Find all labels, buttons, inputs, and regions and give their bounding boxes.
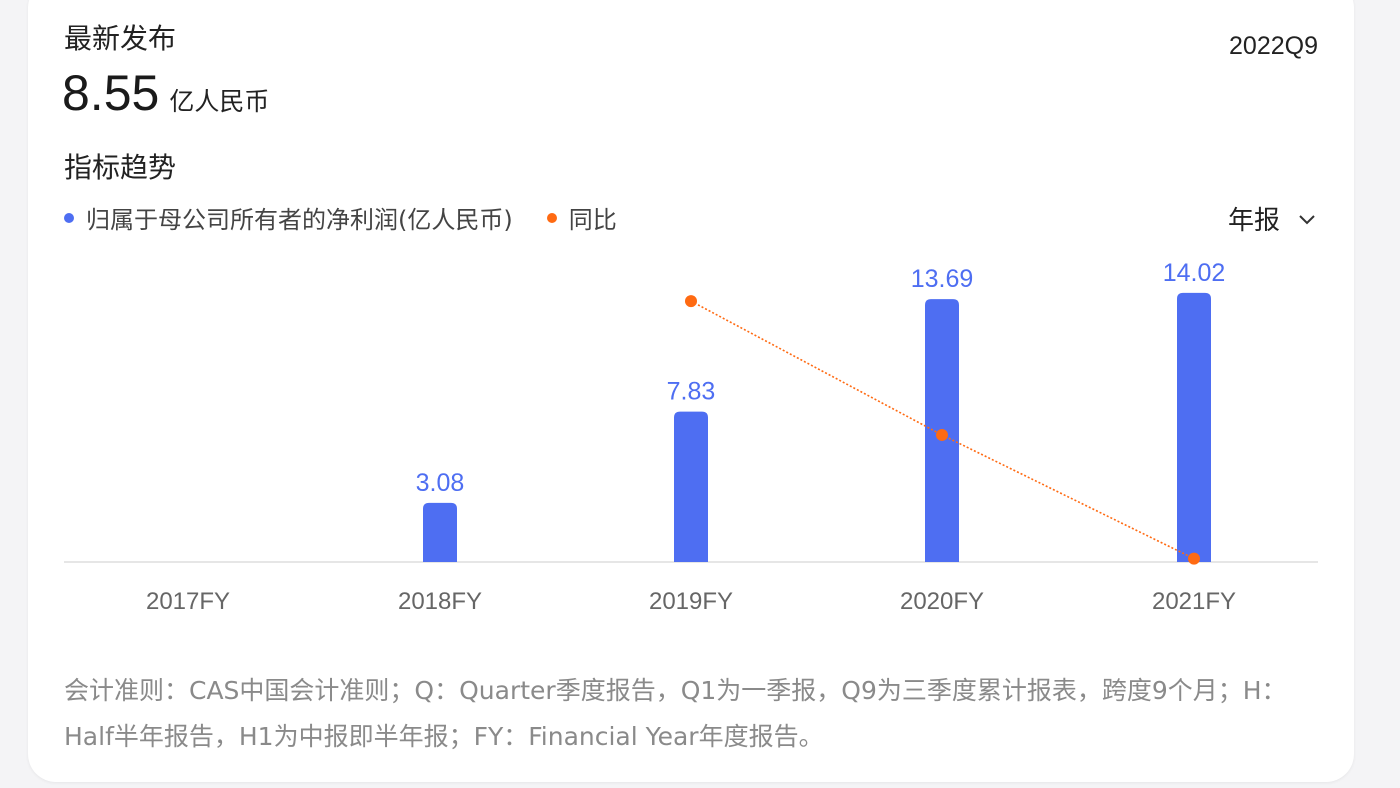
- legend-item-yoy[interactable]: 同比: [546, 200, 617, 235]
- yoy-point-2020FY[interactable]: [936, 428, 948, 441]
- report-type-selector[interactable]: 年报: [1228, 200, 1318, 237]
- bar-2021FY[interactable]: [1177, 292, 1211, 562]
- report-type-label: 年报: [1227, 206, 1280, 236]
- latest-release-label: 最新发布: [64, 22, 177, 55]
- data-label-2018FY: 3.08: [416, 469, 465, 497]
- legend-label-net-profit: 归属于母公司所有者的净利润(亿人民币): [86, 206, 513, 234]
- x-ticks-layer: 2017FY 2018FY 2019FY 2020FY 2021FY: [146, 588, 1236, 615]
- data-label-2021FY: 14.02: [1163, 259, 1226, 287]
- trend-title: 指标趋势: [64, 151, 177, 184]
- x-tick-2018FY: 2018FY: [398, 588, 482, 615]
- data-label-2020FY: 13.69: [911, 265, 974, 293]
- net-profit-chart: 3.08 7.83 13.69 14.02 2017FY 2018FY 2019FY 202…: [64, 259, 1318, 615]
- yoy-line-layer: [685, 295, 1200, 565]
- chevron-down-icon: [1299, 214, 1315, 224]
- legend-dot-line: [546, 212, 557, 223]
- accounting-footnote: 会计准则：CAS中国会计准则；Q：Quarter季度报告，Q1为一季报，Q9为三…: [64, 676, 1287, 751]
- indicator-card: [28, 0, 1354, 782]
- latest-value: 8.55: [62, 65, 160, 121]
- data-label-2019FY: 7.83: [667, 378, 716, 406]
- data-labels-layer: 3.08 7.83 13.69 14.02: [416, 259, 1226, 497]
- period-label: 2022Q9: [1229, 32, 1318, 60]
- legend-item-net-profit[interactable]: 归属于母公司所有者的净利润(亿人民币): [64, 200, 513, 235]
- latest-value-row: 8.55 亿人民币: [62, 64, 269, 122]
- x-tick-2017FY: 2017FY: [146, 588, 230, 615]
- chart-legend: 归属于母公司所有者的净利润(亿人民币) 同比: [64, 200, 617, 235]
- bars-layer: [423, 292, 1211, 562]
- x-tick-2021FY: 2021FY: [1152, 588, 1236, 615]
- yoy-point-2021FY[interactable]: [1188, 552, 1200, 565]
- x-tick-2020FY: 2020FY: [900, 588, 984, 615]
- bar-2019FY[interactable]: [674, 411, 708, 562]
- yoy-point-2019FY[interactable]: [685, 295, 697, 308]
- legend-dot-bar: [64, 212, 74, 223]
- latest-value-unit: 亿人民币: [169, 87, 270, 116]
- bar-2018FY[interactable]: [423, 502, 457, 562]
- legend-label-yoy: 同比: [568, 206, 617, 234]
- x-tick-2019FY: 2019FY: [649, 588, 733, 615]
